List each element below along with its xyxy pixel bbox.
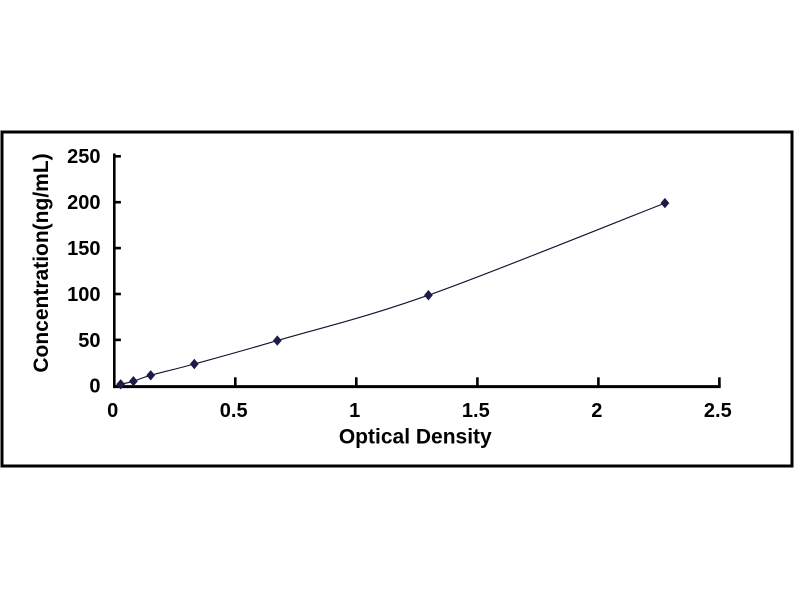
svg-text:0: 0 — [89, 376, 100, 398]
svg-text:50: 50 — [78, 330, 100, 352]
svg-text:250: 250 — [67, 146, 100, 168]
svg-text:2: 2 — [591, 400, 602, 422]
svg-text:1.5: 1.5 — [462, 400, 490, 422]
svg-text:150: 150 — [67, 238, 100, 260]
svg-text:200: 200 — [67, 192, 100, 214]
svg-text:Concentration(ng/mL): Concentration(ng/mL) — [30, 153, 53, 372]
svg-text:0.5: 0.5 — [220, 400, 248, 422]
svg-text:2.5: 2.5 — [704, 400, 732, 422]
svg-text:0: 0 — [107, 400, 118, 422]
svg-text:1: 1 — [349, 400, 360, 422]
svg-text:100: 100 — [67, 284, 100, 306]
svg-text:Optical Density: Optical Density — [339, 426, 492, 449]
